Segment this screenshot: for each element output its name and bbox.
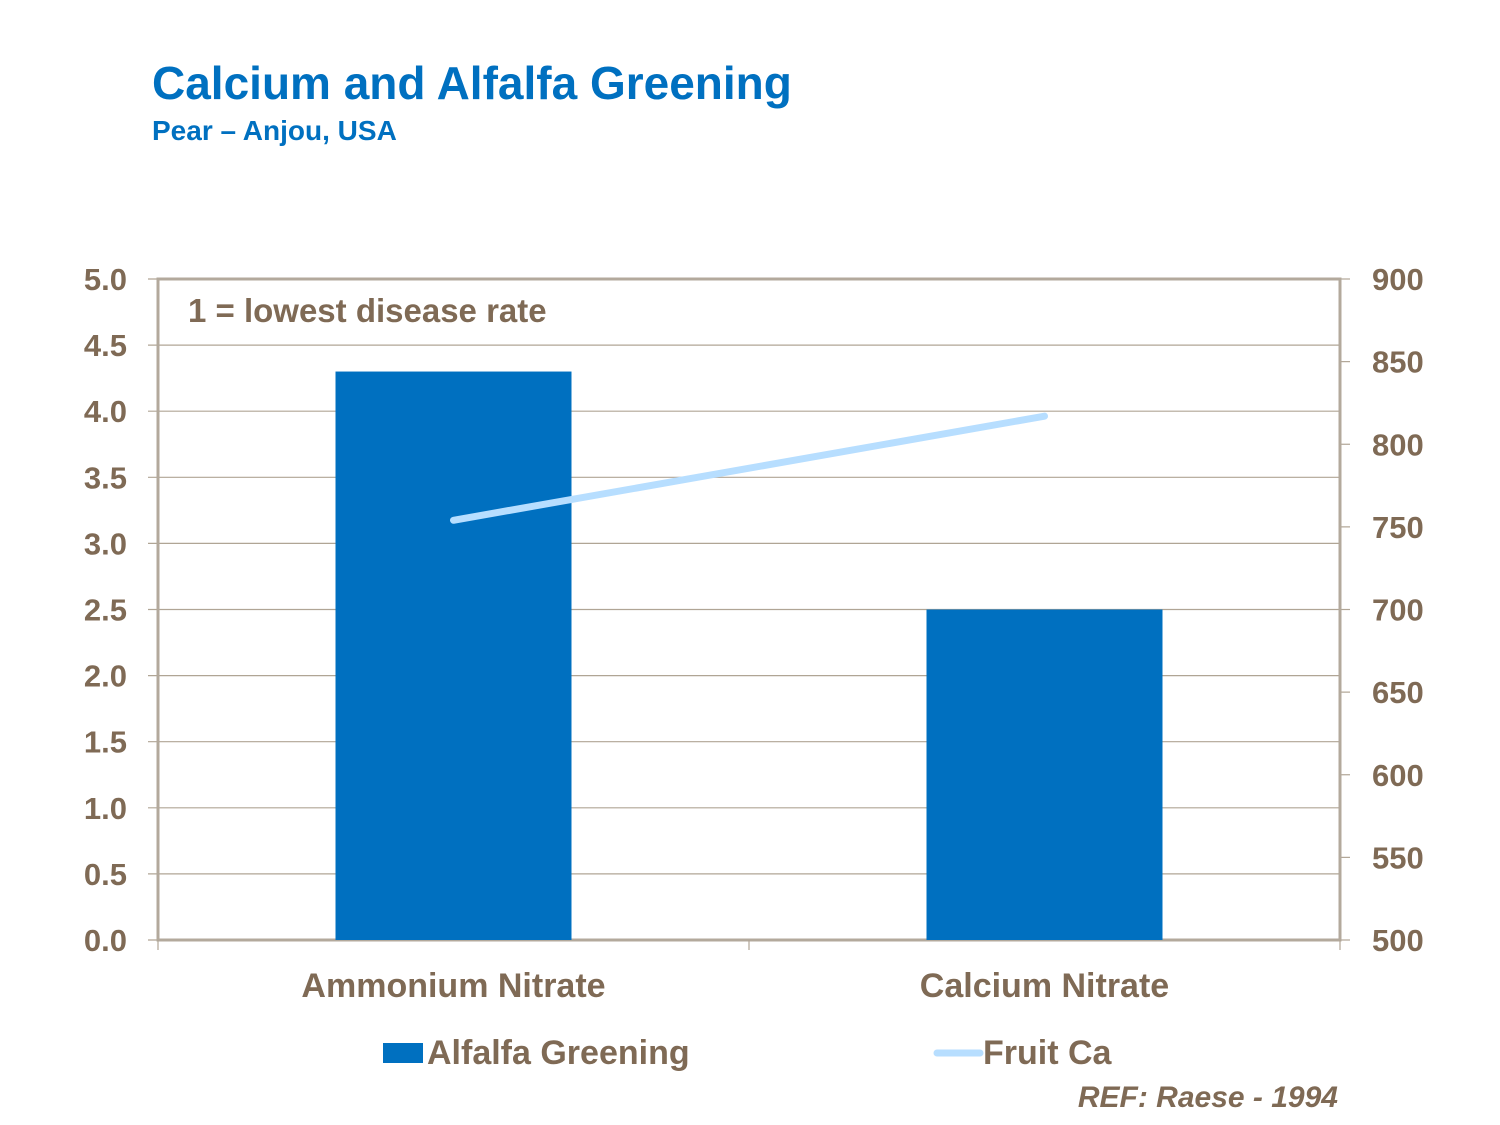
annotation: 1 = lowest disease rate — [188, 292, 547, 329]
y-left-tick-label: 2.5 — [84, 593, 127, 628]
y-right-tick-label: 850 — [1372, 345, 1424, 380]
y-right-tick-label: 700 — [1372, 593, 1424, 628]
y-right-tick-label: 650 — [1372, 675, 1424, 710]
y-right-tick-label: 550 — [1372, 840, 1424, 875]
y-right-tick-label: 900 — [1372, 262, 1424, 297]
y-left-tick-label: 1.5 — [84, 725, 127, 760]
y-right-tick-label: 750 — [1372, 510, 1424, 545]
y-left-tick-label: 2.0 — [84, 659, 127, 694]
legend-label: Alfalfa Greening — [427, 1034, 690, 1072]
y-left-tick-label: 3.5 — [84, 460, 127, 495]
y-left-tick-label: 1.0 — [84, 791, 127, 826]
legend-swatch-bar — [383, 1043, 423, 1063]
y-right-tick-label: 600 — [1372, 758, 1424, 793]
y-right-tick-label: 500 — [1372, 923, 1424, 958]
x-tick-label: Ammonium Nitrate — [301, 967, 605, 1005]
y-left-tick-label: 3.0 — [84, 526, 127, 561]
reference-note: REF: Raese - 1994 — [1077, 1081, 1338, 1114]
line-fruit-ca — [450, 412, 1048, 524]
y-left-tick-label: 0.0 — [84, 923, 127, 958]
bar-ammonium-nitrate — [335, 371, 572, 940]
legend-label: Fruit Ca — [983, 1034, 1113, 1072]
y-left-tick-label: 4.0 — [84, 394, 127, 429]
x-tick-label: Calcium Nitrate — [920, 967, 1169, 1005]
chart-title: Calcium and Alfalfa Greening — [152, 57, 792, 109]
y-left-tick-label: 0.5 — [84, 857, 127, 892]
y-left-tick-label: 4.5 — [84, 328, 127, 363]
y-left-tick-label: 5.0 — [84, 262, 127, 297]
bar-calcium-nitrate — [926, 609, 1163, 940]
chart-subtitle: Pear – Anjou, USA — [152, 115, 397, 146]
y-right-tick-label: 800 — [1372, 427, 1424, 462]
